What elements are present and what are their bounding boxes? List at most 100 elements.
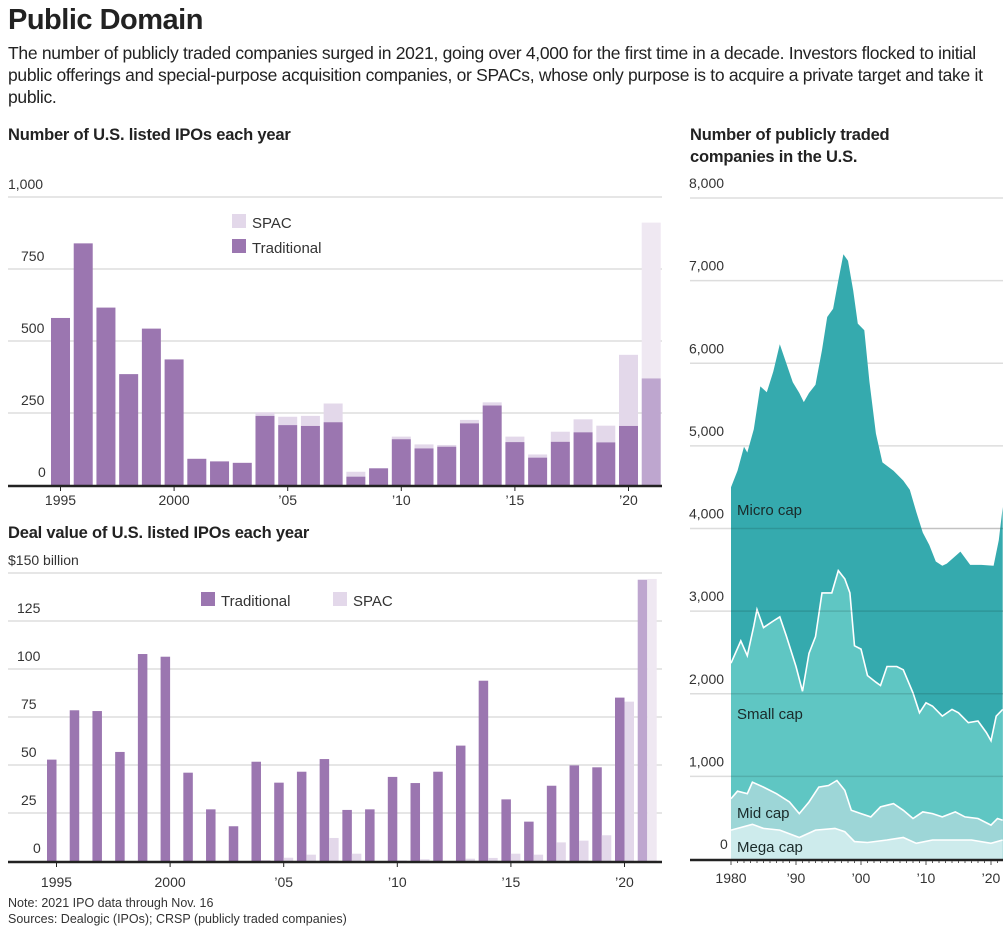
deal-value-chart-title: Deal value of U.S. listed IPOs each year xyxy=(8,524,310,542)
bar-traditional-2015 xyxy=(501,799,511,861)
y-tick-label: 5,000 xyxy=(689,423,724,439)
bar-spac-2013 xyxy=(465,858,475,861)
legend-swatch-spac xyxy=(232,214,246,228)
legend-label-spac: SPAC xyxy=(353,593,393,610)
bar-spac-2018 xyxy=(579,840,589,861)
bar-traditional-1999 xyxy=(141,328,161,485)
x-tick-label: 1995 xyxy=(45,492,76,508)
area-mega-cap-edge xyxy=(730,823,1003,845)
bar-traditional-2015 xyxy=(505,442,525,485)
public-companies-chart-title: Number of publicly traded companies in t… xyxy=(690,126,890,166)
bar-traditional-2010 xyxy=(387,776,398,861)
y-tick-label: 750 xyxy=(21,248,45,264)
area-mid-cap-edge xyxy=(730,779,1003,827)
y-tick-label: $150 billion xyxy=(8,552,79,568)
bar-spac-2010 xyxy=(397,860,407,861)
bar-traditional-2002 xyxy=(206,809,216,861)
bar-traditional-2004 xyxy=(255,415,275,485)
x-tick-label: ’90 xyxy=(787,870,806,886)
y-tick-label: 0 xyxy=(33,840,41,856)
bar-traditional-2019 xyxy=(592,767,602,861)
bar-spac-2021 xyxy=(647,578,657,861)
bar-traditional-2018 xyxy=(569,765,580,861)
y-tick-label: 75 xyxy=(21,696,37,712)
bar-spac-2016 xyxy=(533,854,544,861)
bar-traditional-2009 xyxy=(369,468,389,485)
y-tick-label: 50 xyxy=(21,744,37,760)
bar-spac-2017 xyxy=(550,431,570,442)
bar-spac-2016 xyxy=(528,454,548,458)
bar-traditional-2014 xyxy=(482,405,502,485)
y-tick-label: 125 xyxy=(17,600,41,616)
bar-traditional-1997 xyxy=(96,307,116,485)
bar-traditional-2006 xyxy=(300,425,320,485)
y-tick-label: 6,000 xyxy=(689,340,724,356)
x-tick-label: 1980 xyxy=(715,870,746,886)
series-label-micro-cap: Micro cap xyxy=(737,502,802,519)
bar-spac-2006 xyxy=(306,854,316,861)
y-tick-label: 4,000 xyxy=(689,506,724,522)
bar-spac-2008 xyxy=(346,471,366,477)
bar-traditional-2002 xyxy=(210,461,230,485)
bar-traditional-2000 xyxy=(160,656,171,861)
bar-spac-2018 xyxy=(573,419,593,433)
bar-traditional-2008 xyxy=(342,809,352,861)
bar-spac-2013 xyxy=(459,419,479,424)
bar-traditional-1998 xyxy=(119,374,139,485)
bar-traditional-2001 xyxy=(187,458,207,485)
series-label-small-cap: Small cap xyxy=(737,706,803,723)
bar-traditional-2006 xyxy=(296,771,307,861)
bar-traditional-1996 xyxy=(69,710,80,861)
bar-spac-2019 xyxy=(596,425,616,443)
bar-traditional-1995 xyxy=(51,317,70,485)
bar-traditional-2010 xyxy=(391,439,411,485)
bar-traditional-2014 xyxy=(478,680,489,861)
bar-traditional-2000 xyxy=(164,359,184,485)
bar-traditional-1996 xyxy=(73,243,93,485)
legend-swatch-traditional xyxy=(201,592,215,606)
bar-traditional-2021 xyxy=(637,579,648,861)
bar-traditional-2003 xyxy=(228,826,239,861)
bar-traditional-2021 xyxy=(641,378,661,485)
legend-label-spac: SPAC xyxy=(252,215,292,232)
bar-spac-2007 xyxy=(329,837,339,861)
bar-spac-2007 xyxy=(323,403,343,423)
bar-traditional-2011 xyxy=(414,448,434,485)
series-label-mega-cap: Mega cap xyxy=(737,839,803,856)
y-tick-label: 0 xyxy=(720,836,728,852)
bar-traditional-1995 xyxy=(47,759,57,861)
y-tick-label: 25 xyxy=(21,792,37,808)
bar-traditional-1999 xyxy=(137,654,148,861)
bar-traditional-2013 xyxy=(455,745,466,861)
bar-traditional-2007 xyxy=(323,422,343,485)
bar-spac-2014 xyxy=(488,857,498,861)
y-tick-label: 3,000 xyxy=(689,588,724,604)
x-tick-label: ’05 xyxy=(274,874,293,890)
bar-traditional-1998 xyxy=(115,751,125,861)
bar-spac-2011 xyxy=(420,859,430,861)
legend-label-traditional: Traditional xyxy=(252,240,321,257)
bar-traditional-2012 xyxy=(433,771,443,861)
x-tick-label: 1995 xyxy=(41,874,72,890)
x-tick-label: ’20 xyxy=(615,874,634,890)
bar-spac-2021 xyxy=(641,222,661,379)
bar-spac-2020 xyxy=(619,354,638,426)
page-title: Public Domain xyxy=(8,4,203,36)
bar-spac-2020 xyxy=(624,701,634,861)
bar-spac-2006 xyxy=(300,415,320,426)
bar-traditional-2004 xyxy=(251,761,261,861)
x-tick-label: 2000 xyxy=(155,874,186,890)
bar-spac-2004 xyxy=(255,412,275,416)
bar-spac-2005 xyxy=(283,857,294,861)
bar-spac-2005 xyxy=(278,416,298,426)
bar-traditional-2017 xyxy=(546,785,557,861)
bar-traditional-2020 xyxy=(619,425,638,485)
bar-spac-2015 xyxy=(510,853,521,861)
footnote: Note: 2021 IPO data through Nov. 16 xyxy=(8,896,214,910)
bar-spac-2017 xyxy=(556,842,566,861)
bar-spac-2010 xyxy=(391,436,411,440)
bar-traditional-2016 xyxy=(524,821,534,861)
y-tick-label: 8,000 xyxy=(689,175,724,191)
